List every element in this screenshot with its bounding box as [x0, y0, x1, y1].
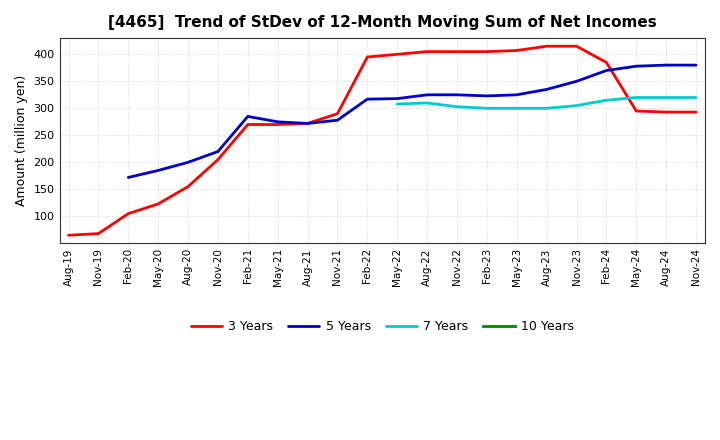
3 Years — [602, 60, 611, 65]
Line: 3 Years: 3 Years — [68, 46, 696, 235]
7 Years — [662, 95, 670, 100]
3 Years — [482, 49, 491, 54]
5 Years — [662, 62, 670, 68]
3 Years — [333, 111, 342, 116]
3 Years — [184, 184, 192, 189]
5 Years — [363, 96, 372, 102]
Legend: 3 Years, 5 Years, 7 Years, 10 Years: 3 Years, 5 Years, 7 Years, 10 Years — [186, 315, 579, 338]
5 Years — [542, 87, 551, 92]
7 Years — [393, 101, 402, 106]
5 Years — [214, 149, 222, 154]
3 Years — [662, 110, 670, 115]
5 Years — [393, 96, 402, 101]
3 Years — [513, 48, 521, 53]
3 Years — [243, 122, 252, 127]
5 Years — [602, 68, 611, 73]
5 Years — [453, 92, 462, 97]
Title: [4465]  Trend of StDev of 12-Month Moving Sum of Net Incomes: [4465] Trend of StDev of 12-Month Moving… — [108, 15, 657, 30]
5 Years — [482, 93, 491, 99]
3 Years — [542, 44, 551, 49]
5 Years — [184, 160, 192, 165]
7 Years — [542, 106, 551, 111]
3 Years — [214, 157, 222, 162]
3 Years — [94, 231, 103, 236]
7 Years — [602, 98, 611, 103]
Y-axis label: Amount (million yen): Amount (million yen) — [15, 75, 28, 206]
3 Years — [303, 121, 312, 126]
5 Years — [572, 79, 581, 84]
5 Years — [632, 63, 641, 69]
5 Years — [124, 175, 132, 180]
5 Years — [513, 92, 521, 97]
3 Years — [64, 233, 73, 238]
5 Years — [154, 168, 163, 173]
7 Years — [453, 104, 462, 109]
3 Years — [423, 49, 431, 54]
3 Years — [632, 108, 641, 114]
3 Years — [393, 51, 402, 57]
5 Years — [243, 114, 252, 119]
5 Years — [333, 117, 342, 123]
3 Years — [453, 49, 462, 54]
5 Years — [423, 92, 431, 97]
5 Years — [303, 121, 312, 126]
7 Years — [632, 95, 641, 100]
7 Years — [572, 103, 581, 108]
3 Years — [363, 55, 372, 60]
5 Years — [692, 62, 701, 68]
3 Years — [124, 211, 132, 216]
5 Years — [274, 119, 282, 125]
3 Years — [274, 122, 282, 127]
Line: 5 Years: 5 Years — [128, 65, 696, 177]
3 Years — [154, 201, 163, 206]
7 Years — [513, 106, 521, 111]
3 Years — [572, 44, 581, 49]
7 Years — [482, 106, 491, 111]
Line: 7 Years: 7 Years — [397, 98, 696, 108]
7 Years — [423, 100, 431, 106]
3 Years — [692, 110, 701, 115]
7 Years — [692, 95, 701, 100]
